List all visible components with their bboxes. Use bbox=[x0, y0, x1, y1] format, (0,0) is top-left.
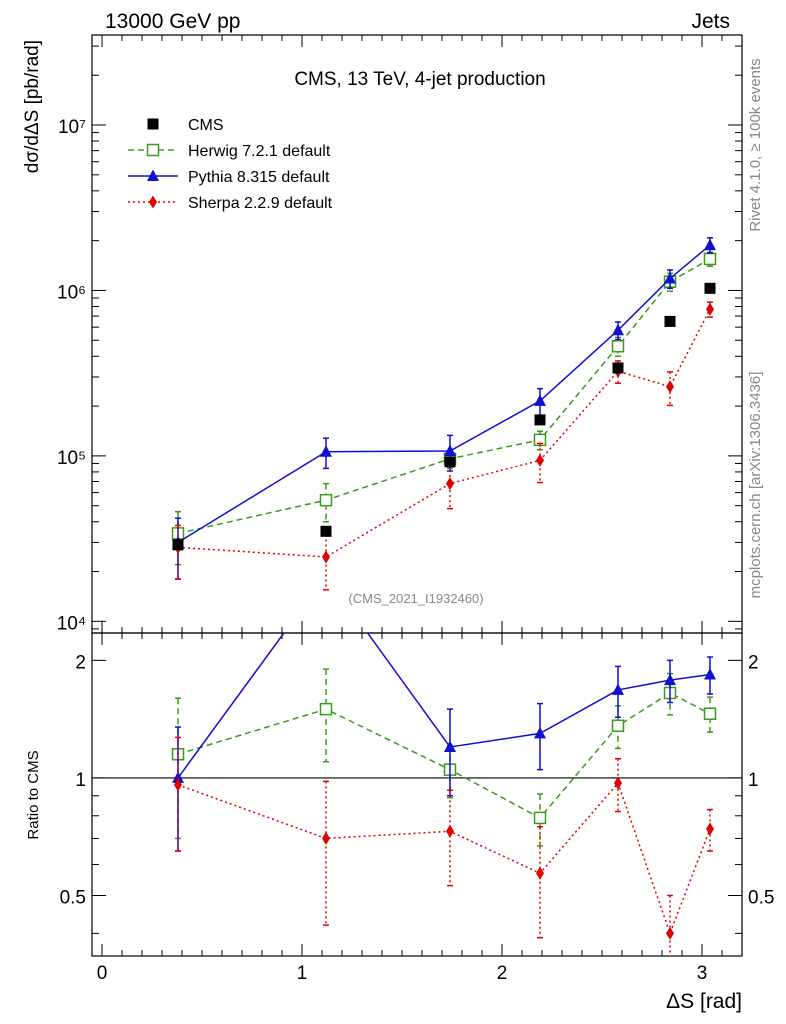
ratio-point-sherpa-2-2-9-default bbox=[536, 866, 544, 880]
legend-marker-sherpa-2-2-9-default bbox=[149, 195, 157, 209]
ratio-point-pythia-8-315-default bbox=[612, 683, 624, 695]
ratio-point-pythia-8-315-default bbox=[664, 673, 676, 686]
side-text-top: Rivet 4.1.0, ≥ 100k events bbox=[747, 58, 764, 231]
legend: CMS Herwig 7.2.1 default Pythia 8.315 defa… bbox=[128, 117, 333, 212]
legend-label-cms: CMS bbox=[188, 117, 224, 134]
data-point-pythia-8-315-default bbox=[444, 444, 456, 457]
header-left: 13000 GeV pp bbox=[105, 10, 240, 33]
data-point-pythia-8-315-default bbox=[534, 394, 546, 406]
y-tick-label-main: 10⁵ bbox=[57, 448, 86, 469]
ratio-point-sherpa-2-2-9-default bbox=[174, 778, 182, 792]
series-cms bbox=[172, 282, 716, 551]
data-point-pythia-8-315-default bbox=[704, 238, 716, 251]
data-point-sherpa-2-2-9-default bbox=[666, 380, 674, 394]
legend-label-pythia-8-315-default: Pythia 8.315 default bbox=[188, 169, 330, 186]
legend-marker-cms bbox=[147, 118, 159, 130]
y-tick-label-ratio-right: 1 bbox=[748, 770, 759, 791]
series-line-herwig-7-2-1-default bbox=[177, 258, 711, 535]
data-point-pythia-8-315-default bbox=[664, 272, 676, 284]
series-line-sherpa-2-2-9-default bbox=[177, 308, 711, 558]
ratio-point-herwig-7-2-1-default bbox=[533, 811, 547, 825]
header-right: Jets bbox=[691, 10, 730, 33]
y-tick-label-ratio-right: 2 bbox=[748, 652, 759, 673]
data-point-cms bbox=[704, 282, 716, 294]
legend-marker-pythia-8-315-default bbox=[147, 169, 159, 181]
data-point-herwig-7-2-1-default bbox=[611, 339, 625, 353]
x-tick-label: 0 bbox=[97, 963, 108, 984]
y-axis-label-main: dσ/dΔS [pb/rad] bbox=[22, 40, 43, 173]
ratio-line-herwig-7-2-1-default bbox=[177, 692, 711, 819]
legend-label-sherpa-2-2-9-default: Sherpa 2.2.9 default bbox=[188, 195, 333, 212]
series-pythia-8-315-default bbox=[172, 237, 716, 580]
data-point-herwig-7-2-1-default bbox=[703, 252, 717, 266]
data-point-pythia-8-315-default bbox=[612, 323, 624, 336]
x-axis-label: ΔS [rad] bbox=[666, 990, 742, 1013]
y-tick-label-main: 10⁷ bbox=[58, 117, 86, 138]
main-panel: 10⁴ 10⁵ 10⁶ 10⁷ bbox=[57, 34, 743, 634]
data-point-cms bbox=[320, 525, 332, 537]
analysis-tag: (CMS_2021_I1932460) bbox=[348, 591, 483, 606]
x-tick-label: 3 bbox=[697, 963, 708, 984]
legend-item-herwig-7-2-1-default: Herwig 7.2.1 default bbox=[128, 143, 331, 160]
y-tick-label-ratio: 0.5 bbox=[60, 888, 86, 909]
data-point-cms bbox=[534, 414, 546, 426]
ratio-point-pythia-8-315-default bbox=[172, 771, 184, 783]
ratio-point-pythia-8-315-default bbox=[444, 740, 456, 753]
y-tick-label-main: 10⁴ bbox=[57, 613, 86, 634]
series-line-pythia-8-315-default bbox=[177, 244, 711, 544]
y-tick-label-ratio: 2 bbox=[75, 652, 86, 673]
ratio-point-sherpa-2-2-9-default bbox=[614, 776, 622, 790]
data-point-pythia-8-315-default bbox=[320, 445, 332, 457]
data-point-sherpa-2-2-9-default bbox=[706, 302, 714, 316]
ratio-series-sherpa-2-2-9-default bbox=[174, 736, 714, 956]
data-point-herwig-7-2-1-default bbox=[319, 493, 333, 507]
legend-item-sherpa-2-2-9-default: Sherpa 2.2.9 default bbox=[128, 195, 333, 212]
ratio-point-pythia-8-315-default bbox=[704, 667, 716, 680]
ratio-point-sherpa-2-2-9-default bbox=[446, 824, 454, 838]
ratio-point-herwig-7-2-1-default bbox=[703, 707, 717, 720]
ratio-point-pythia-8-315-default bbox=[534, 726, 546, 739]
legend-marker-herwig-7-2-1-default bbox=[146, 143, 160, 157]
ratio-panel: 0 1 2 3 0.5 0.5 1 1 2 2 bbox=[60, 632, 774, 984]
legend-item-pythia-8-315-default: Pythia 8.315 default bbox=[128, 169, 330, 186]
series-herwig-7-2-1-default bbox=[171, 251, 717, 566]
ratio-line-sherpa-2-2-9-default bbox=[177, 781, 711, 936]
data-point-cms bbox=[664, 315, 676, 327]
ratio-point-herwig-7-2-1-default bbox=[611, 719, 625, 733]
series-sherpa-2-2-9-default bbox=[174, 301, 714, 591]
ratio-point-sherpa-2-2-9-default bbox=[706, 822, 714, 836]
data-point-sherpa-2-2-9-default bbox=[322, 550, 330, 564]
ratio-series-herwig-7-2-1-default bbox=[171, 668, 717, 847]
data-point-sherpa-2-2-9-default bbox=[536, 453, 544, 467]
data-point-cms bbox=[612, 362, 624, 374]
legend-item-cms: CMS bbox=[147, 117, 224, 134]
ratio-frame bbox=[91, 632, 743, 957]
y-tick-label-ratio: 1 bbox=[75, 770, 86, 791]
y-axis-label-ratio: Ratio to CMS bbox=[25, 750, 42, 839]
y-tick-label-main: 10⁶ bbox=[57, 282, 86, 303]
ratio-point-sherpa-2-2-9-default bbox=[322, 831, 330, 845]
ratio-point-sherpa-2-2-9-default bbox=[666, 926, 674, 940]
chart-title: CMS, 13 TeV, 4-jet production bbox=[294, 69, 545, 90]
y-tick-label-ratio-right: 0.5 bbox=[748, 888, 774, 909]
data-point-cms bbox=[444, 456, 456, 468]
x-tick-label: 2 bbox=[497, 963, 508, 984]
ratio-point-herwig-7-2-1-default bbox=[319, 702, 333, 716]
side-text-bottom: mcplots.cern.ch [arXiv:1306.3436] bbox=[747, 372, 764, 599]
x-tick-label: 1 bbox=[297, 963, 308, 984]
legend-label-herwig-7-2-1-default: Herwig 7.2.1 default bbox=[188, 143, 331, 160]
data-point-sherpa-2-2-9-default bbox=[446, 477, 454, 491]
data-point-cms bbox=[172, 539, 184, 551]
